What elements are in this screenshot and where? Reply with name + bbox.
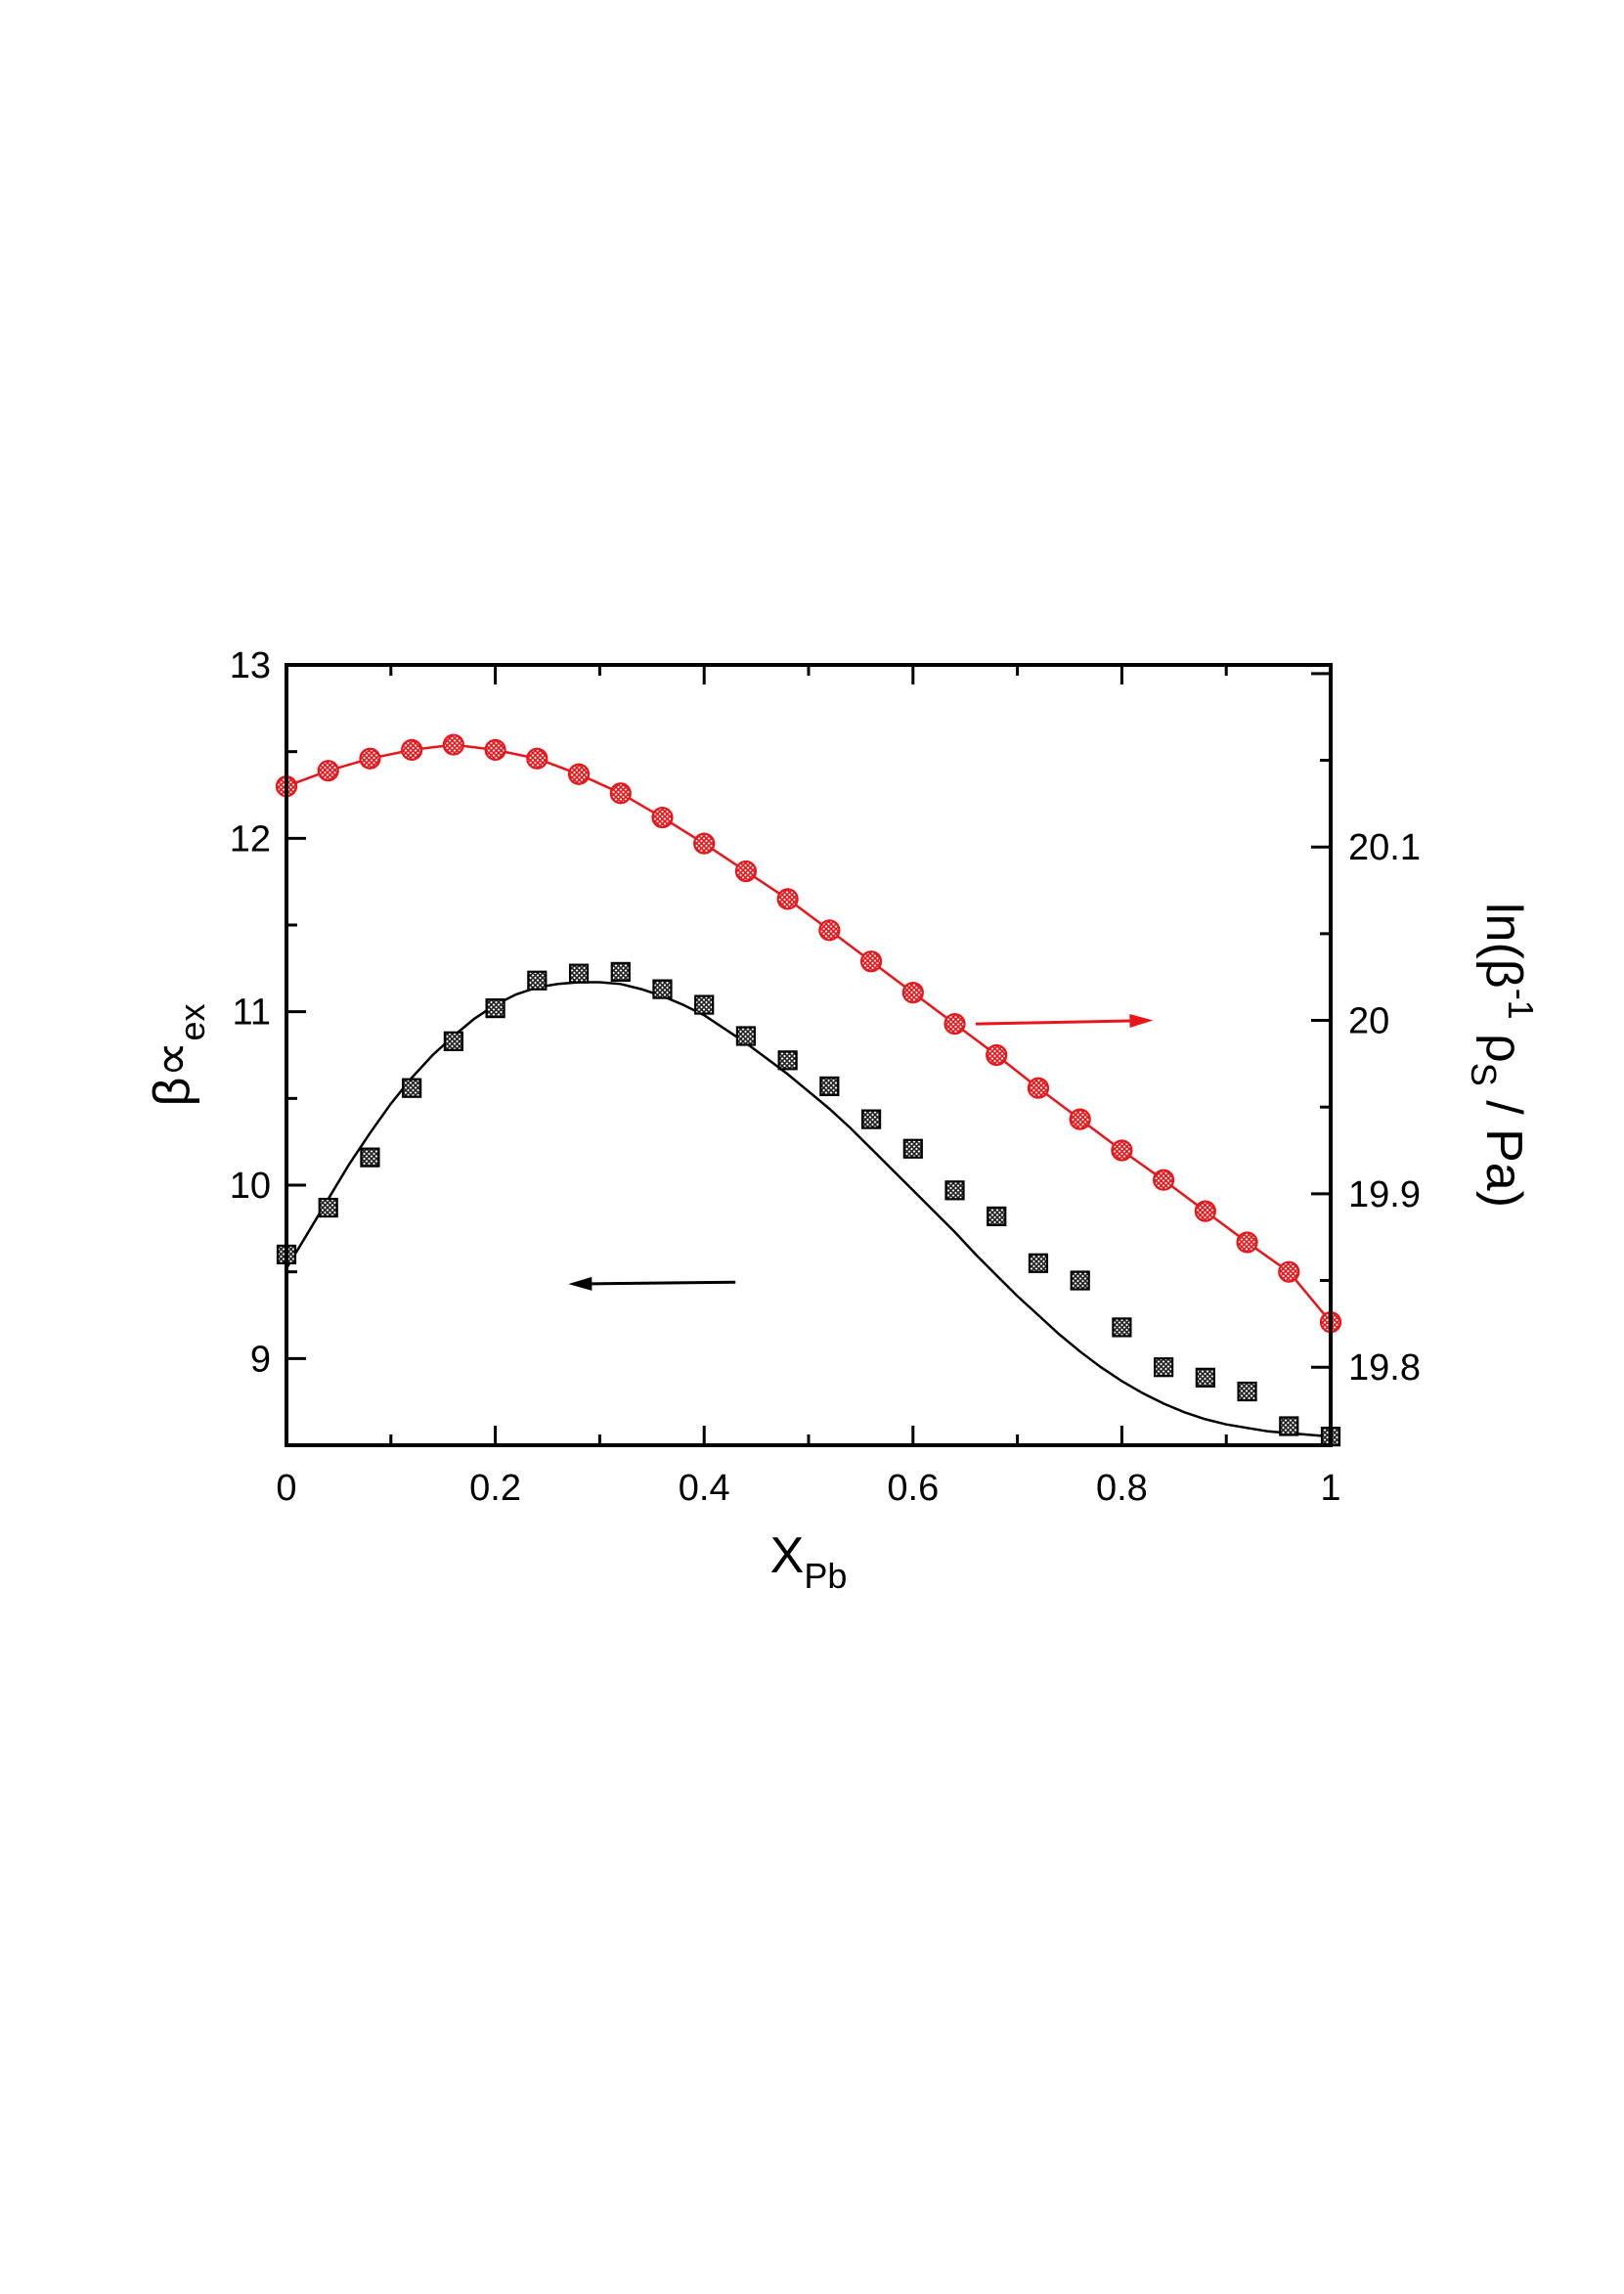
data-point-square — [610, 961, 631, 982]
data-point-circle — [1111, 1139, 1133, 1162]
axis-ticks — [285, 663, 1333, 1447]
data-point-square — [694, 994, 715, 1015]
data-point-square — [527, 970, 548, 991]
data-point-square — [1028, 1253, 1049, 1273]
data-point-circle — [317, 760, 339, 782]
data-point-circle — [1153, 1169, 1175, 1191]
y-left-tick-label: 10 — [230, 1166, 271, 1207]
x-tick-label: 0 — [276, 1468, 296, 1509]
annotation-arrows — [568, 1014, 1154, 1291]
x-tick-label: 0.2 — [469, 1468, 521, 1509]
data-point-circle — [776, 888, 799, 910]
y-axis-left-title: β∝ex — [144, 1003, 212, 1106]
x-tick-label: 0.6 — [887, 1468, 939, 1509]
y-right-tick-label: 20.1 — [1348, 827, 1421, 868]
fit-line-left — [285, 981, 1332, 1438]
data-point-square — [443, 1031, 463, 1051]
data-point-circle — [442, 733, 464, 756]
data-point-square — [1112, 1317, 1132, 1338]
data-point-square — [987, 1206, 1007, 1227]
data-point-circle — [401, 738, 423, 761]
y-right-tick-label: 19.9 — [1348, 1174, 1421, 1215]
data-point-circle — [1278, 1260, 1300, 1283]
y-left-tick-label: 13 — [230, 645, 271, 686]
y-right-tick-label: 20 — [1348, 1001, 1389, 1042]
data-point-circle — [818, 919, 841, 942]
data-point-square — [568, 963, 590, 984]
data-point-square — [1279, 1416, 1299, 1436]
x-tick-label: 0.4 — [679, 1468, 730, 1509]
data-point-square — [735, 1026, 757, 1046]
data-point-circle — [609, 782, 632, 805]
tick-labels: 0 0.2 0.4 0.6 0.8 1 9 10 11 12 13 19.8 19.9 20 20.1 — [230, 645, 1421, 1509]
x-axis-title: XPb — [770, 1527, 848, 1596]
data-point-circle — [859, 950, 883, 973]
data-point-circle — [484, 738, 506, 761]
fit-line-right — [285, 743, 1332, 1323]
data-point-square — [1195, 1367, 1215, 1388]
data-point-circle — [986, 1043, 1008, 1067]
data-point-circle — [1236, 1231, 1258, 1254]
data-point-square — [318, 1197, 338, 1218]
data-point-square — [1070, 1270, 1090, 1291]
data-point-circle — [526, 747, 549, 770]
data-point-square — [944, 1180, 965, 1201]
data-point-square — [1154, 1357, 1174, 1378]
data-point-circle — [944, 1012, 966, 1036]
y-left-tick-label: 12 — [230, 818, 271, 860]
arrow-head — [568, 1276, 593, 1291]
data-point-square — [402, 1078, 422, 1098]
data-point-square — [819, 1076, 840, 1097]
data-point-circle — [734, 860, 758, 883]
arrow-head — [1129, 1014, 1154, 1029]
data-point-square — [1237, 1381, 1257, 1402]
data-point-circle — [651, 806, 674, 829]
plot-frame — [285, 663, 1333, 1447]
fit-lines — [285, 743, 1332, 1438]
data-point-circle — [901, 982, 924, 1004]
x-tick-label: 0.8 — [1096, 1468, 1148, 1509]
arrow-shaft — [592, 1280, 736, 1286]
data-point-circle — [1194, 1200, 1216, 1222]
data-markers — [275, 733, 1342, 1447]
y-right-tick-label: 19.8 — [1348, 1347, 1421, 1389]
data-point-circle — [693, 832, 716, 855]
y-left-tick-label: 9 — [250, 1339, 271, 1380]
arrow-shaft — [975, 1019, 1130, 1026]
data-point-circle — [1027, 1077, 1050, 1099]
data-point-circle — [359, 747, 381, 770]
data-point-square — [777, 1050, 798, 1071]
y-axis-right-title: ln(β-1 ρS / Pa) — [1464, 903, 1541, 1208]
data-point-square — [652, 979, 673, 999]
data-point-square — [485, 998, 505, 1019]
data-point-circle — [1069, 1108, 1091, 1130]
data-point-square — [360, 1147, 380, 1168]
data-point-square — [902, 1138, 923, 1159]
data-point-square — [860, 1109, 882, 1129]
data-point-circle — [567, 763, 591, 785]
x-tick-label: 1 — [1320, 1468, 1340, 1509]
y-left-tick-label: 11 — [233, 993, 271, 1034]
